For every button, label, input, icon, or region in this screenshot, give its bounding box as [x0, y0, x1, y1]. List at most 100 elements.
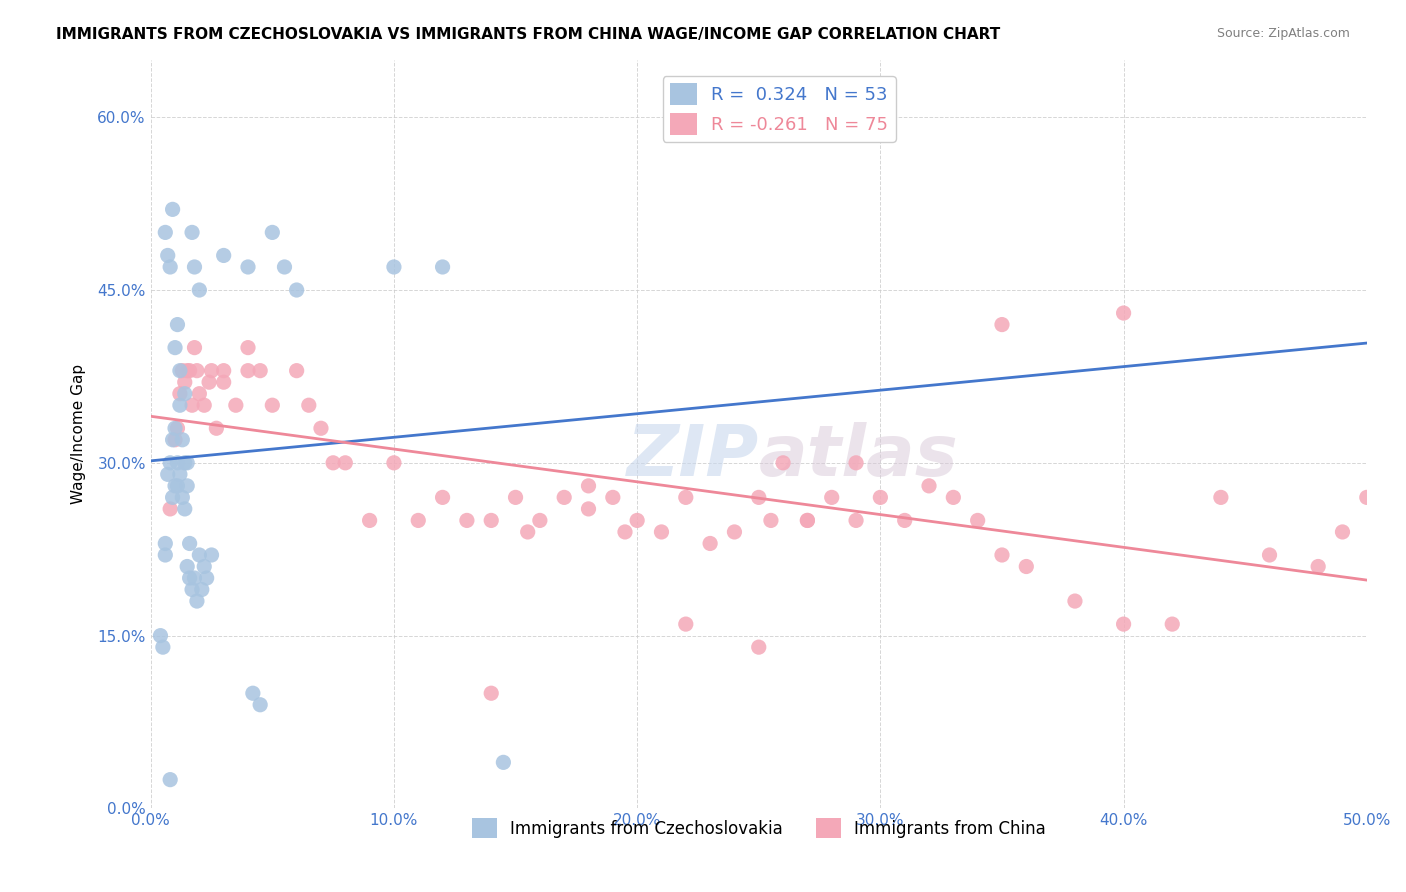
Point: [699, 536, 721, 550]
Point: [382, 456, 405, 470]
Point: [183, 571, 205, 585]
Point: [172, 364, 194, 378]
Point: [285, 364, 308, 378]
Point: [205, 421, 228, 435]
Point: [173, 502, 195, 516]
Point: [456, 513, 478, 527]
Point: [626, 513, 648, 527]
Point: [198, 375, 221, 389]
Point: [759, 513, 782, 527]
Point: [155, 536, 177, 550]
Point: [553, 491, 575, 505]
Point: [173, 456, 195, 470]
Point: [869, 491, 891, 505]
Point: [249, 698, 271, 712]
Point: [602, 491, 624, 505]
Point: [172, 433, 194, 447]
Point: [432, 491, 454, 505]
Point: [942, 491, 965, 505]
Point: [1161, 617, 1184, 632]
Point: [322, 456, 344, 470]
Point: [1064, 594, 1087, 608]
Point: [675, 491, 697, 505]
Point: [176, 456, 198, 470]
Point: [166, 479, 188, 493]
Point: [1112, 617, 1135, 632]
Point: [578, 502, 600, 516]
Point: [163, 433, 186, 447]
Point: [918, 479, 941, 493]
Point: [796, 513, 818, 527]
Point: [181, 398, 204, 412]
Point: [200, 548, 222, 562]
Point: [991, 548, 1014, 562]
Point: [748, 491, 770, 505]
Point: [183, 260, 205, 274]
Point: [723, 524, 745, 539]
Point: [159, 456, 181, 470]
Point: [166, 421, 188, 435]
Point: [179, 536, 201, 550]
Point: [675, 617, 697, 632]
Point: [188, 386, 211, 401]
Point: [650, 524, 672, 539]
Point: [169, 467, 191, 482]
Text: atlas: atlas: [759, 422, 959, 491]
Point: [166, 318, 188, 332]
Point: [183, 341, 205, 355]
Point: [225, 398, 247, 412]
Point: [212, 375, 235, 389]
Point: [406, 513, 429, 527]
Point: [156, 467, 179, 482]
Point: [748, 640, 770, 655]
Point: [273, 260, 295, 274]
Point: [845, 513, 868, 527]
Text: Source: ZipAtlas.com: Source: ZipAtlas.com: [1216, 27, 1350, 40]
Point: [200, 364, 222, 378]
Text: ZIP: ZIP: [627, 422, 759, 491]
Point: [236, 364, 259, 378]
Point: [176, 479, 198, 493]
Point: [186, 594, 208, 608]
Point: [382, 260, 405, 274]
Point: [149, 629, 172, 643]
Point: [298, 398, 321, 412]
Point: [173, 386, 195, 401]
Point: [505, 491, 527, 505]
Point: [169, 398, 191, 412]
Point: [176, 364, 198, 378]
Point: [262, 226, 284, 240]
Point: [1258, 548, 1281, 562]
Point: [193, 398, 215, 412]
Point: [578, 479, 600, 493]
Point: [242, 686, 264, 700]
Point: [162, 491, 184, 505]
Point: [893, 513, 915, 527]
Point: [212, 248, 235, 262]
Point: [285, 283, 308, 297]
Point: [172, 491, 194, 505]
Point: [236, 260, 259, 274]
Point: [176, 559, 198, 574]
Y-axis label: Wage/Income Gap: Wage/Income Gap: [72, 364, 86, 504]
Point: [188, 548, 211, 562]
Point: [309, 421, 332, 435]
Point: [1331, 524, 1354, 539]
Point: [159, 502, 181, 516]
Point: [163, 479, 186, 493]
Point: [1015, 559, 1038, 574]
Point: [249, 364, 271, 378]
Point: [966, 513, 988, 527]
Point: [1112, 306, 1135, 320]
Point: [166, 456, 188, 470]
Point: [432, 260, 454, 274]
Point: [796, 513, 818, 527]
Point: [181, 582, 204, 597]
Point: [173, 375, 195, 389]
Point: [479, 513, 502, 527]
Point: [236, 341, 259, 355]
Text: IMMIGRANTS FROM CZECHOSLOVAKIA VS IMMIGRANTS FROM CHINA WAGE/INCOME GAP CORRELAT: IMMIGRANTS FROM CZECHOSLOVAKIA VS IMMIGR…: [56, 27, 1001, 42]
Point: [188, 283, 211, 297]
Point: [159, 260, 181, 274]
Point: [163, 341, 186, 355]
